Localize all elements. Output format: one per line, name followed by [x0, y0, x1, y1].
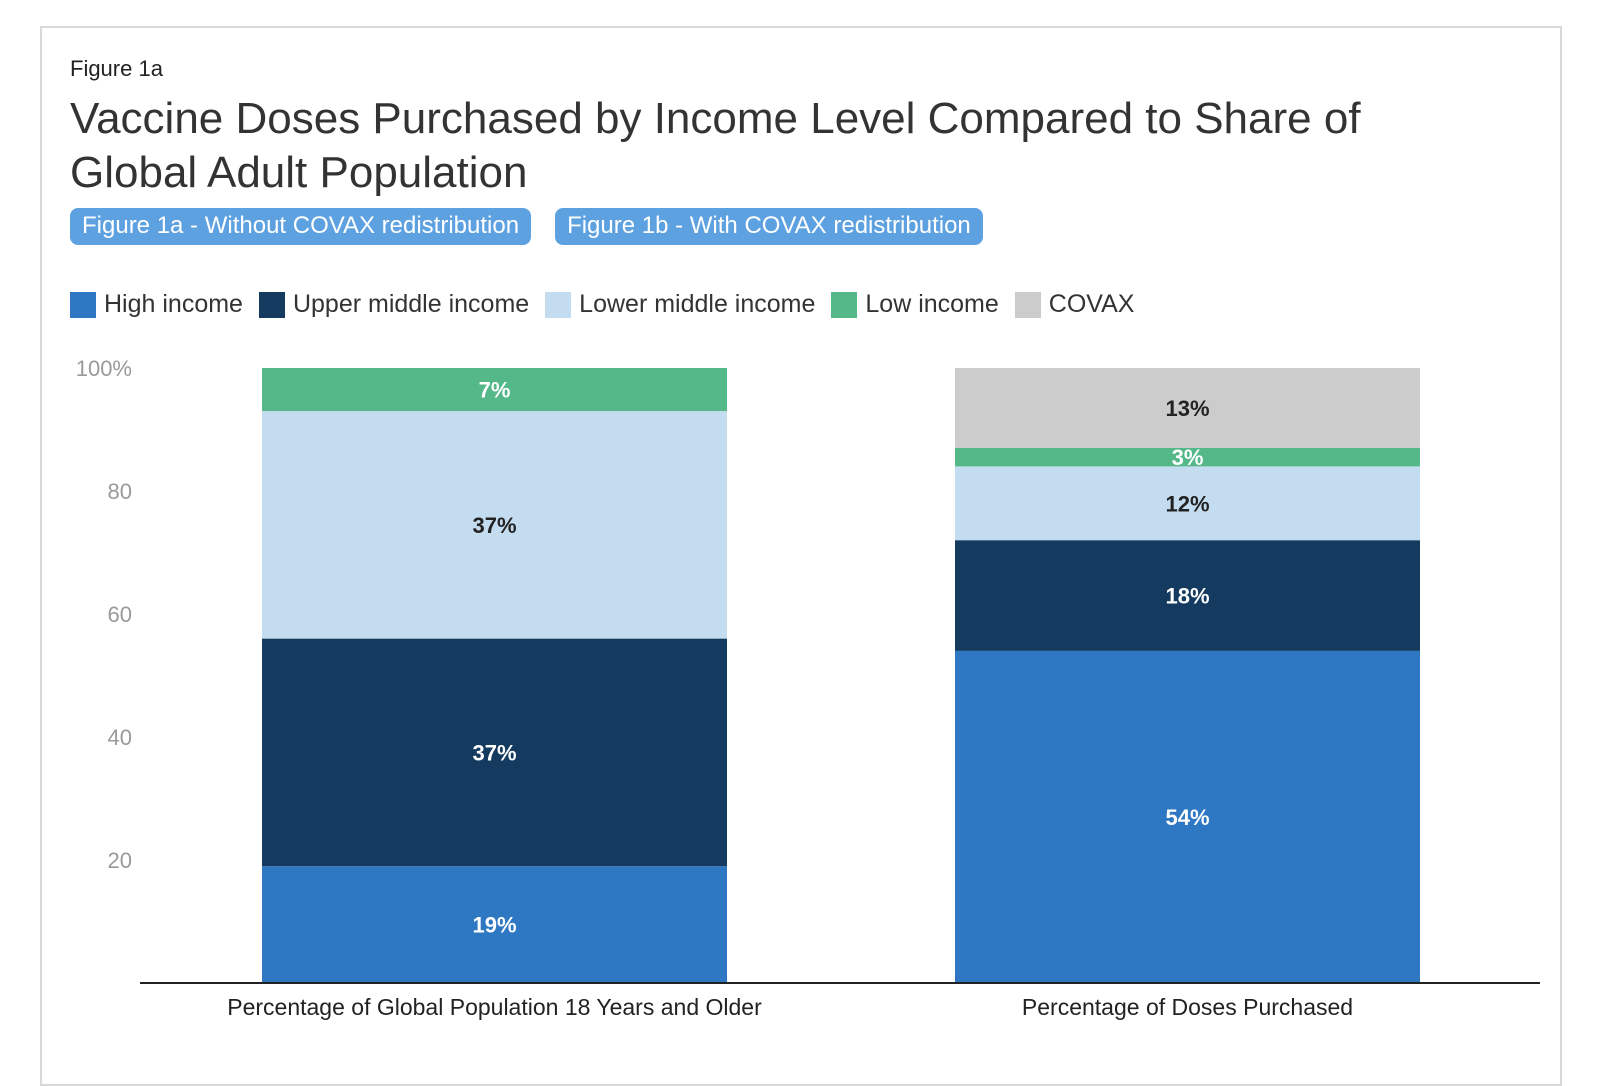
- data-label-covax-2: 13%: [1165, 396, 1209, 421]
- figure-label: Figure 1a: [70, 56, 163, 81]
- bar-segment-lower-middle-1[interactable]: [262, 411, 727, 639]
- bar-segment-high-1[interactable]: [262, 866, 727, 983]
- x-category-label-2: Percentage of Doses Purchased: [1022, 994, 1353, 1020]
- legend-label-high-income: High income: [104, 290, 243, 318]
- data-label-lower-middle-2: 12%: [1165, 491, 1209, 516]
- data-label-low-2: 3%: [1172, 445, 1204, 470]
- stacked-bar-chart: 100% 80 60 40 20 19% 37% 37% 7% Percentage of Glo…: [76, 356, 1540, 1020]
- bar-segment-low-2[interactable]: [955, 447, 1420, 467]
- bar-segment-low-1[interactable]: [262, 368, 727, 412]
- legend: High income Upper middle income Lower mi…: [70, 290, 1150, 319]
- figure-tabs: Figure 1a - Without COVAX redistribution…: [70, 208, 983, 245]
- data-label-low-1: 7%: [479, 378, 511, 403]
- legend-swatch-low-income: [831, 291, 858, 318]
- bar-segment-lower-middle-2[interactable]: [955, 466, 1420, 541]
- chart-title: Vaccine Doses Purchased by Income Level …: [70, 94, 1361, 197]
- legend-item-lower-middle-income[interactable]: Lower middle income: [545, 290, 815, 319]
- legend-item-upper-middle-income[interactable]: Upper middle income: [258, 290, 530, 319]
- data-label-high-2: 54%: [1165, 805, 1209, 830]
- data-label-upper-middle-2: 18%: [1165, 584, 1209, 609]
- tab-figure-1b[interactable]: Figure 1b - With COVAX redistribution: [555, 208, 983, 245]
- bar-segment-high-2[interactable]: [955, 650, 1420, 983]
- bar-segment-covax-2[interactable]: [955, 368, 1420, 448]
- y-tick-label-60: 60: [108, 602, 132, 627]
- legend-label-low-income: Low income: [865, 290, 999, 318]
- legend-swatch-covax: [1014, 291, 1041, 318]
- legend-swatch-lower-middle-income: [545, 291, 572, 318]
- y-tick-label-40: 40: [108, 725, 132, 750]
- bar-segment-upper-middle-2[interactable]: [955, 540, 1420, 651]
- legend-item-high-income[interactable]: High income: [70, 290, 243, 319]
- data-label-upper-middle-1: 37%: [472, 740, 516, 765]
- legend-item-low-income[interactable]: Low income: [831, 290, 999, 319]
- data-label-high-1: 19%: [472, 913, 516, 938]
- x-category-label-1: Percentage of Global Population 18 Years…: [227, 994, 762, 1020]
- legend-item-covax[interactable]: COVAX: [1014, 290, 1135, 319]
- y-tick-label-80: 80: [108, 479, 132, 504]
- legend-label-lower-middle-income: Lower middle income: [579, 290, 816, 318]
- legend-swatch-high-income: [70, 291, 96, 318]
- y-tick-label-100: 100%: [76, 356, 132, 381]
- bar-segment-upper-middle-1[interactable]: [262, 638, 727, 867]
- tab-figure-1a[interactable]: Figure 1a - Without COVAX redistribution: [70, 208, 532, 245]
- legend-label-covax: COVAX: [1048, 290, 1135, 318]
- legend-label-upper-middle-income: Upper middle income: [292, 290, 530, 318]
- y-tick-label-20: 20: [108, 848, 132, 873]
- legend-swatch-upper-middle-income: [258, 291, 285, 318]
- data-label-lower-middle-1: 37%: [472, 513, 516, 538]
